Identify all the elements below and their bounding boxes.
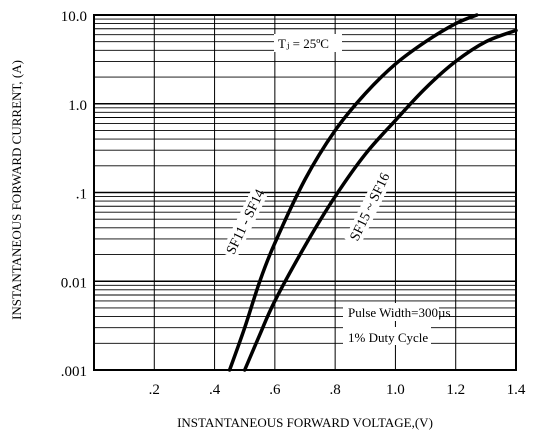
plot-frame [93,14,517,371]
series-1-label-bg [220,187,268,260]
y-tick-label: 10.0 [61,9,87,25]
y-axis-title: INSTANTANEOUS FORWARD CURRENT, (A) [9,60,24,320]
x-tick-label: 1.2 [446,382,465,398]
y-tick-label: .1 [76,187,87,203]
y-tick-label: .001 [61,364,87,380]
series-group [227,13,518,372]
series-2-label: SF15 ~ SF16 [348,171,394,244]
temperature-label-bg [274,34,342,52]
x-tick-label: .2 [149,382,160,398]
x-tick-label: .6 [269,382,281,398]
series-1-label: SF11 - SF14 [224,187,268,257]
duty-label-bg [343,327,431,345]
x-tick-label: .4 [209,382,221,398]
x-tick-label: 1.0 [386,382,405,398]
y-tick-label: 0.01 [61,275,87,291]
plot-border [93,14,517,371]
tick-labels: .2 .4 .6 .8 1.0 1.2 1.4 .001 0.01 .1 1.0 10.0 [61,9,526,398]
x-tick-label: 1.4 [507,382,526,398]
y-tick-label: 1.0 [68,98,87,114]
x-tick-label: .8 [330,382,341,398]
annotation-group: Tⱼ = 25ºC Pulse Width=300µs 1% Duty Cycl… [274,34,451,345]
curve-labels: SF11 - SF14 SF15 ~ SF16 [220,168,395,260]
x-axis-title: INSTANTANEOUS FORWARD VOLTAGE,(V) [177,415,433,430]
series-line-1 [227,13,479,372]
temperature-annotation: Tⱼ = 25ºC [278,36,329,51]
pulse-width-annotation: Pulse Width=300µs [348,305,451,320]
chart-grid [94,14,517,371]
series-line-2 [242,28,518,372]
duty-cycle-annotation: 1% Duty Cycle [348,330,428,345]
pulse-label-bg [343,303,439,321]
series-2-label-bg [344,168,395,247]
